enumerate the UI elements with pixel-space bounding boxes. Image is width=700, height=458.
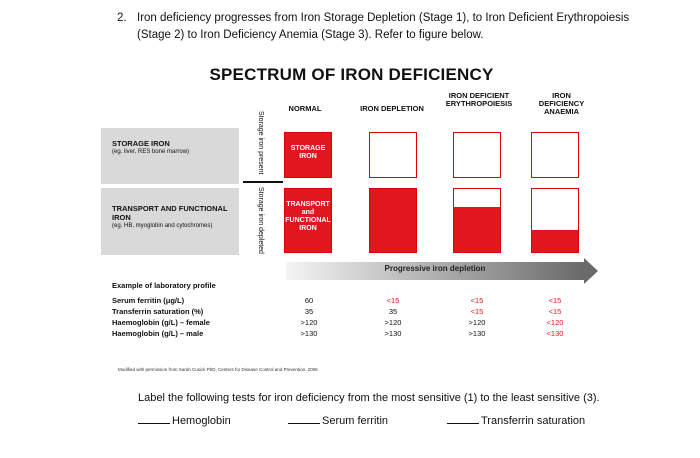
lab-value: <15 <box>470 296 484 305</box>
transport-fill-erythropoiesis <box>454 206 500 252</box>
lab-test-name: Serum ferritin (μg/L) <box>112 296 185 305</box>
lab-value: >130 <box>468 329 486 338</box>
storage-box-depletion <box>369 132 417 178</box>
blank-label: Serum ferritin <box>322 415 389 427</box>
transport-fill-depletion <box>370 189 416 252</box>
blank-label: Hemoglobin <box>172 415 231 427</box>
blank-label: Transferrin saturation <box>481 415 586 427</box>
transport-iron-subtitle: (eg. HB, myoglobin and cytochromes) <box>112 223 213 229</box>
storage-fill-normal <box>285 133 331 177</box>
iron-deficiency-figure: SPECTRUM OF IRON DEFICIENCY NORMAL IRON … <box>99 55 604 365</box>
transport-iron-band <box>101 188 239 255</box>
column-header-iron-depletion: IRON DEPLETION <box>360 104 424 113</box>
lab-test-name: Haemoglobin (g/L) – female <box>112 318 210 327</box>
lab-value: <130 <box>546 329 564 338</box>
question-number: 2. <box>117 12 127 24</box>
transport-box-anaemia <box>531 188 579 253</box>
blank-transferrin-saturation: Transferrin saturation <box>447 415 585 427</box>
lab-value: 60 <box>304 296 314 305</box>
blank-hemoglobin: Hemoglobin <box>138 415 231 427</box>
divider-line <box>243 181 283 183</box>
progression-arrow-label: Progressive iron depletion <box>384 264 486 273</box>
answer-line[interactable] <box>138 423 170 424</box>
instruction-text: Label the following tests for iron defic… <box>138 392 600 404</box>
lab-value: <15 <box>470 307 484 316</box>
column-header-deficient-erythropoiesis: IRON DEFICIENT ERYTHROPOIESIS <box>445 91 513 108</box>
transport-fill-normal <box>285 189 331 252</box>
blank-serum-ferritin: Serum ferritin <box>288 415 388 427</box>
figure-credit: Modified with permission from Sarah Cusi… <box>118 367 318 372</box>
storage-box-erythropoiesis <box>453 132 501 178</box>
storage-iron-subtitle: (eg. liver, RES bone marrow) <box>112 149 190 155</box>
figure-title: SPECTRUM OF IRON DEFICIENCY <box>209 65 494 84</box>
progression-arrowhead <box>584 258 598 284</box>
lab-value: >120 <box>300 318 318 327</box>
transport-iron-label: TRANSPORT AND FUNCTIONAL IRON (eg. HB, m… <box>112 204 232 231</box>
lab-profile-heading: Example of laboratory profile <box>112 281 216 290</box>
lab-value: <15 <box>548 296 562 305</box>
lab-test-name: Haemoglobin (g/L) – male <box>112 329 204 338</box>
lab-value: >120 <box>468 318 486 327</box>
lab-value: >130 <box>300 329 318 338</box>
answer-line[interactable] <box>447 423 479 424</box>
lab-value: >130 <box>384 329 402 338</box>
lab-value: 35 <box>304 307 314 316</box>
lab-value: <15 <box>386 296 400 305</box>
transport-box-normal-label: TRANSPORT and FUNCTIONAL IRON <box>285 201 331 232</box>
lab-value: <120 <box>546 318 564 327</box>
answer-line[interactable] <box>288 423 320 424</box>
storage-box-anaemia <box>531 132 579 178</box>
storage-iron-title: STORAGE IRON <box>112 139 170 148</box>
column-header-normal: NORMAL <box>288 104 322 113</box>
question-text: Iron deficiency progresses from Iron Sto… <box>137 12 630 41</box>
progression-arrow <box>286 262 584 280</box>
storage-present-label: Storage iron present <box>257 111 264 175</box>
storage-box-normal: STORAGE IRON <box>284 132 332 178</box>
storage-iron-band <box>101 128 239 184</box>
lab-value: 35 <box>388 307 398 316</box>
storage-box-normal-label: STORAGE IRON <box>290 145 326 160</box>
transport-iron-title: TRANSPORT AND FUNCTIONAL IRON <box>112 204 228 222</box>
transport-box-depletion <box>369 188 417 253</box>
lab-value: <15 <box>548 307 562 316</box>
column-header-deficiency-anaemia: IRON DEFICIENCY ANAEMIA <box>538 91 585 116</box>
storage-iron-label: STORAGE IRON (eg. liver, RES bone marrow… <box>112 139 232 157</box>
lab-test-name: Transferrin saturation (%) <box>112 307 204 316</box>
transport-fill-anaemia <box>532 229 578 252</box>
transport-box-normal: TRANSPORT and FUNCTIONAL IRON <box>284 188 332 253</box>
transport-box-erythropoiesis <box>453 188 501 253</box>
storage-depleted-label: Storage iron depleted <box>257 187 264 254</box>
lab-value: >120 <box>384 318 402 327</box>
